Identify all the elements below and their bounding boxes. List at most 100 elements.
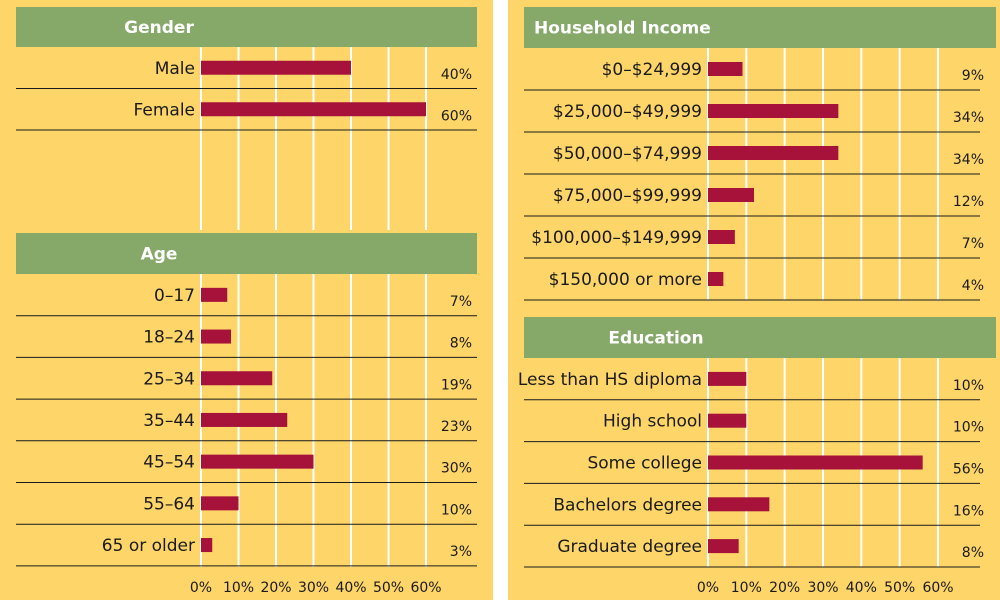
age-bar [201,371,273,386]
education-bar [708,413,747,428]
household-income-row: $100,000–$149,999 7% [524,228,984,259]
age-category-label: 65 or older [102,536,195,556]
gender-bar [201,60,351,75]
x-tick-label: 60% [410,580,441,596]
education-bar [708,455,923,470]
age-row: 18–24 8% [16,328,477,358]
x-tick-label: 30% [807,580,838,596]
x-tick-label: 20% [769,580,800,596]
age-bar [201,287,228,302]
age-row: 45–54 30% [16,453,477,483]
education-header [524,317,996,358]
education-row: Some college 56% [524,454,984,484]
gender-category-label: Male [155,59,195,79]
age-row: 0–17 7% [16,286,477,317]
gender-category-label: Female [134,100,195,120]
x-tick-label: 0% [697,580,719,596]
household-income-section: Household Income $0–$24,999 9% $25,000–$49,… [524,7,996,301]
age-category-label: 18–24 [143,328,195,348]
x-tick-label: 40% [846,580,877,596]
gender-row: Female 60% [16,100,477,131]
age-category-label: 0–17 [154,286,195,306]
left-panel-background [0,0,493,600]
age-bar [201,496,239,511]
gender-bar [201,102,426,117]
right-x-axis: 0% 10% 20% 30% 40% 50% 60% [697,580,954,596]
education-bar [708,497,770,512]
education-bar [708,539,739,554]
household-income-row: $150,000 or more 4% [524,270,984,301]
education-row: Bachelors degree 16% [524,495,984,526]
household-income-category-label: $150,000 or more [549,270,702,290]
education-value-label: 8% [962,545,984,561]
education-category-label: High school [603,412,702,432]
education-category-label: Some college [587,454,702,474]
age-category-label: 35–44 [143,411,195,431]
education-value-label: 10% [953,420,984,436]
x-tick-label: 50% [884,580,915,596]
household-income-bar [708,62,743,76]
x-tick-label: 60% [922,580,953,596]
age-row: 25–34 19% [16,369,477,400]
household-income-category-label: $25,000–$49,999 [553,102,702,122]
education-value-label: 10% [953,378,984,394]
household-income-row: $25,000–$49,999 34% [524,102,984,133]
age-value-label: 7% [450,294,472,310]
household-income-value-label: 4% [962,278,984,294]
education-row: Graduate degree 8% [524,537,984,568]
education-row: High school 10% [524,412,984,443]
household-income-row: $50,000–$74,999 34% [524,144,984,175]
household-income-category-label: $0–$24,999 [602,60,702,80]
x-tick-label: 10% [223,580,254,596]
gender-value-label: 40% [441,67,472,83]
household-income-bar [708,230,735,244]
education-category-label: Less than HS diploma [518,370,702,390]
household-income-row: $0–$24,999 9% [524,60,984,91]
gender-row: Male 40% [16,59,477,89]
gender-title: Gender [124,18,194,38]
age-value-label: 3% [450,544,472,560]
age-row: 55–64 10% [16,494,477,525]
age-bar [201,454,314,469]
x-tick-label: 30% [298,580,329,596]
household-income-value-label: 34% [953,152,984,168]
age-bar [201,329,231,344]
household-income-value-label: 34% [953,110,984,126]
age-category-label: 25–34 [143,369,195,389]
x-tick-label: 10% [731,580,762,596]
household-income-bar [708,146,839,160]
left-x-axis: 0% 10% 20% 30% 40% 50% 60% [190,580,442,596]
x-tick-label: 20% [260,580,291,596]
gender-value-label: 60% [441,108,472,124]
x-tick-label: 40% [335,580,366,596]
age-category-label: 55–64 [143,494,195,514]
age-value-label: 19% [441,377,472,393]
age-value-label: 8% [450,336,472,352]
age-row: 65 or older 3% [16,536,477,567]
age-bar [201,538,213,553]
age-bar [201,412,288,427]
age-section: Age 0–17 7% 18–24 8% 25–34 19% 35–44 23% 45–54 30%… [16,233,477,567]
household-income-bar [708,188,754,202]
x-tick-label: 50% [373,580,404,596]
education-value-label: 56% [953,462,984,478]
age-row: 35–44 23% [16,411,477,442]
education-category-label: Graduate degree [557,537,702,557]
education-category-label: Bachelors degree [553,495,702,515]
education-title: Education [608,329,703,349]
gender-header [16,7,477,47]
household-income-value-label: 12% [953,194,984,210]
age-header [16,233,477,274]
household-income-bar [708,104,839,118]
age-value-label: 10% [441,502,472,518]
household-income-category-label: $100,000–$149,999 [531,228,702,248]
household-income-value-label: 9% [962,68,984,84]
gender-section: Gender Male 40% Female 60% [16,7,477,230]
household-income-bar [708,272,724,286]
household-income-value-label: 7% [962,236,984,252]
household-income-title: Household Income [534,19,711,39]
household-income-row: $75,000–$99,999 12% [524,186,984,217]
age-category-label: 45–54 [143,453,195,473]
